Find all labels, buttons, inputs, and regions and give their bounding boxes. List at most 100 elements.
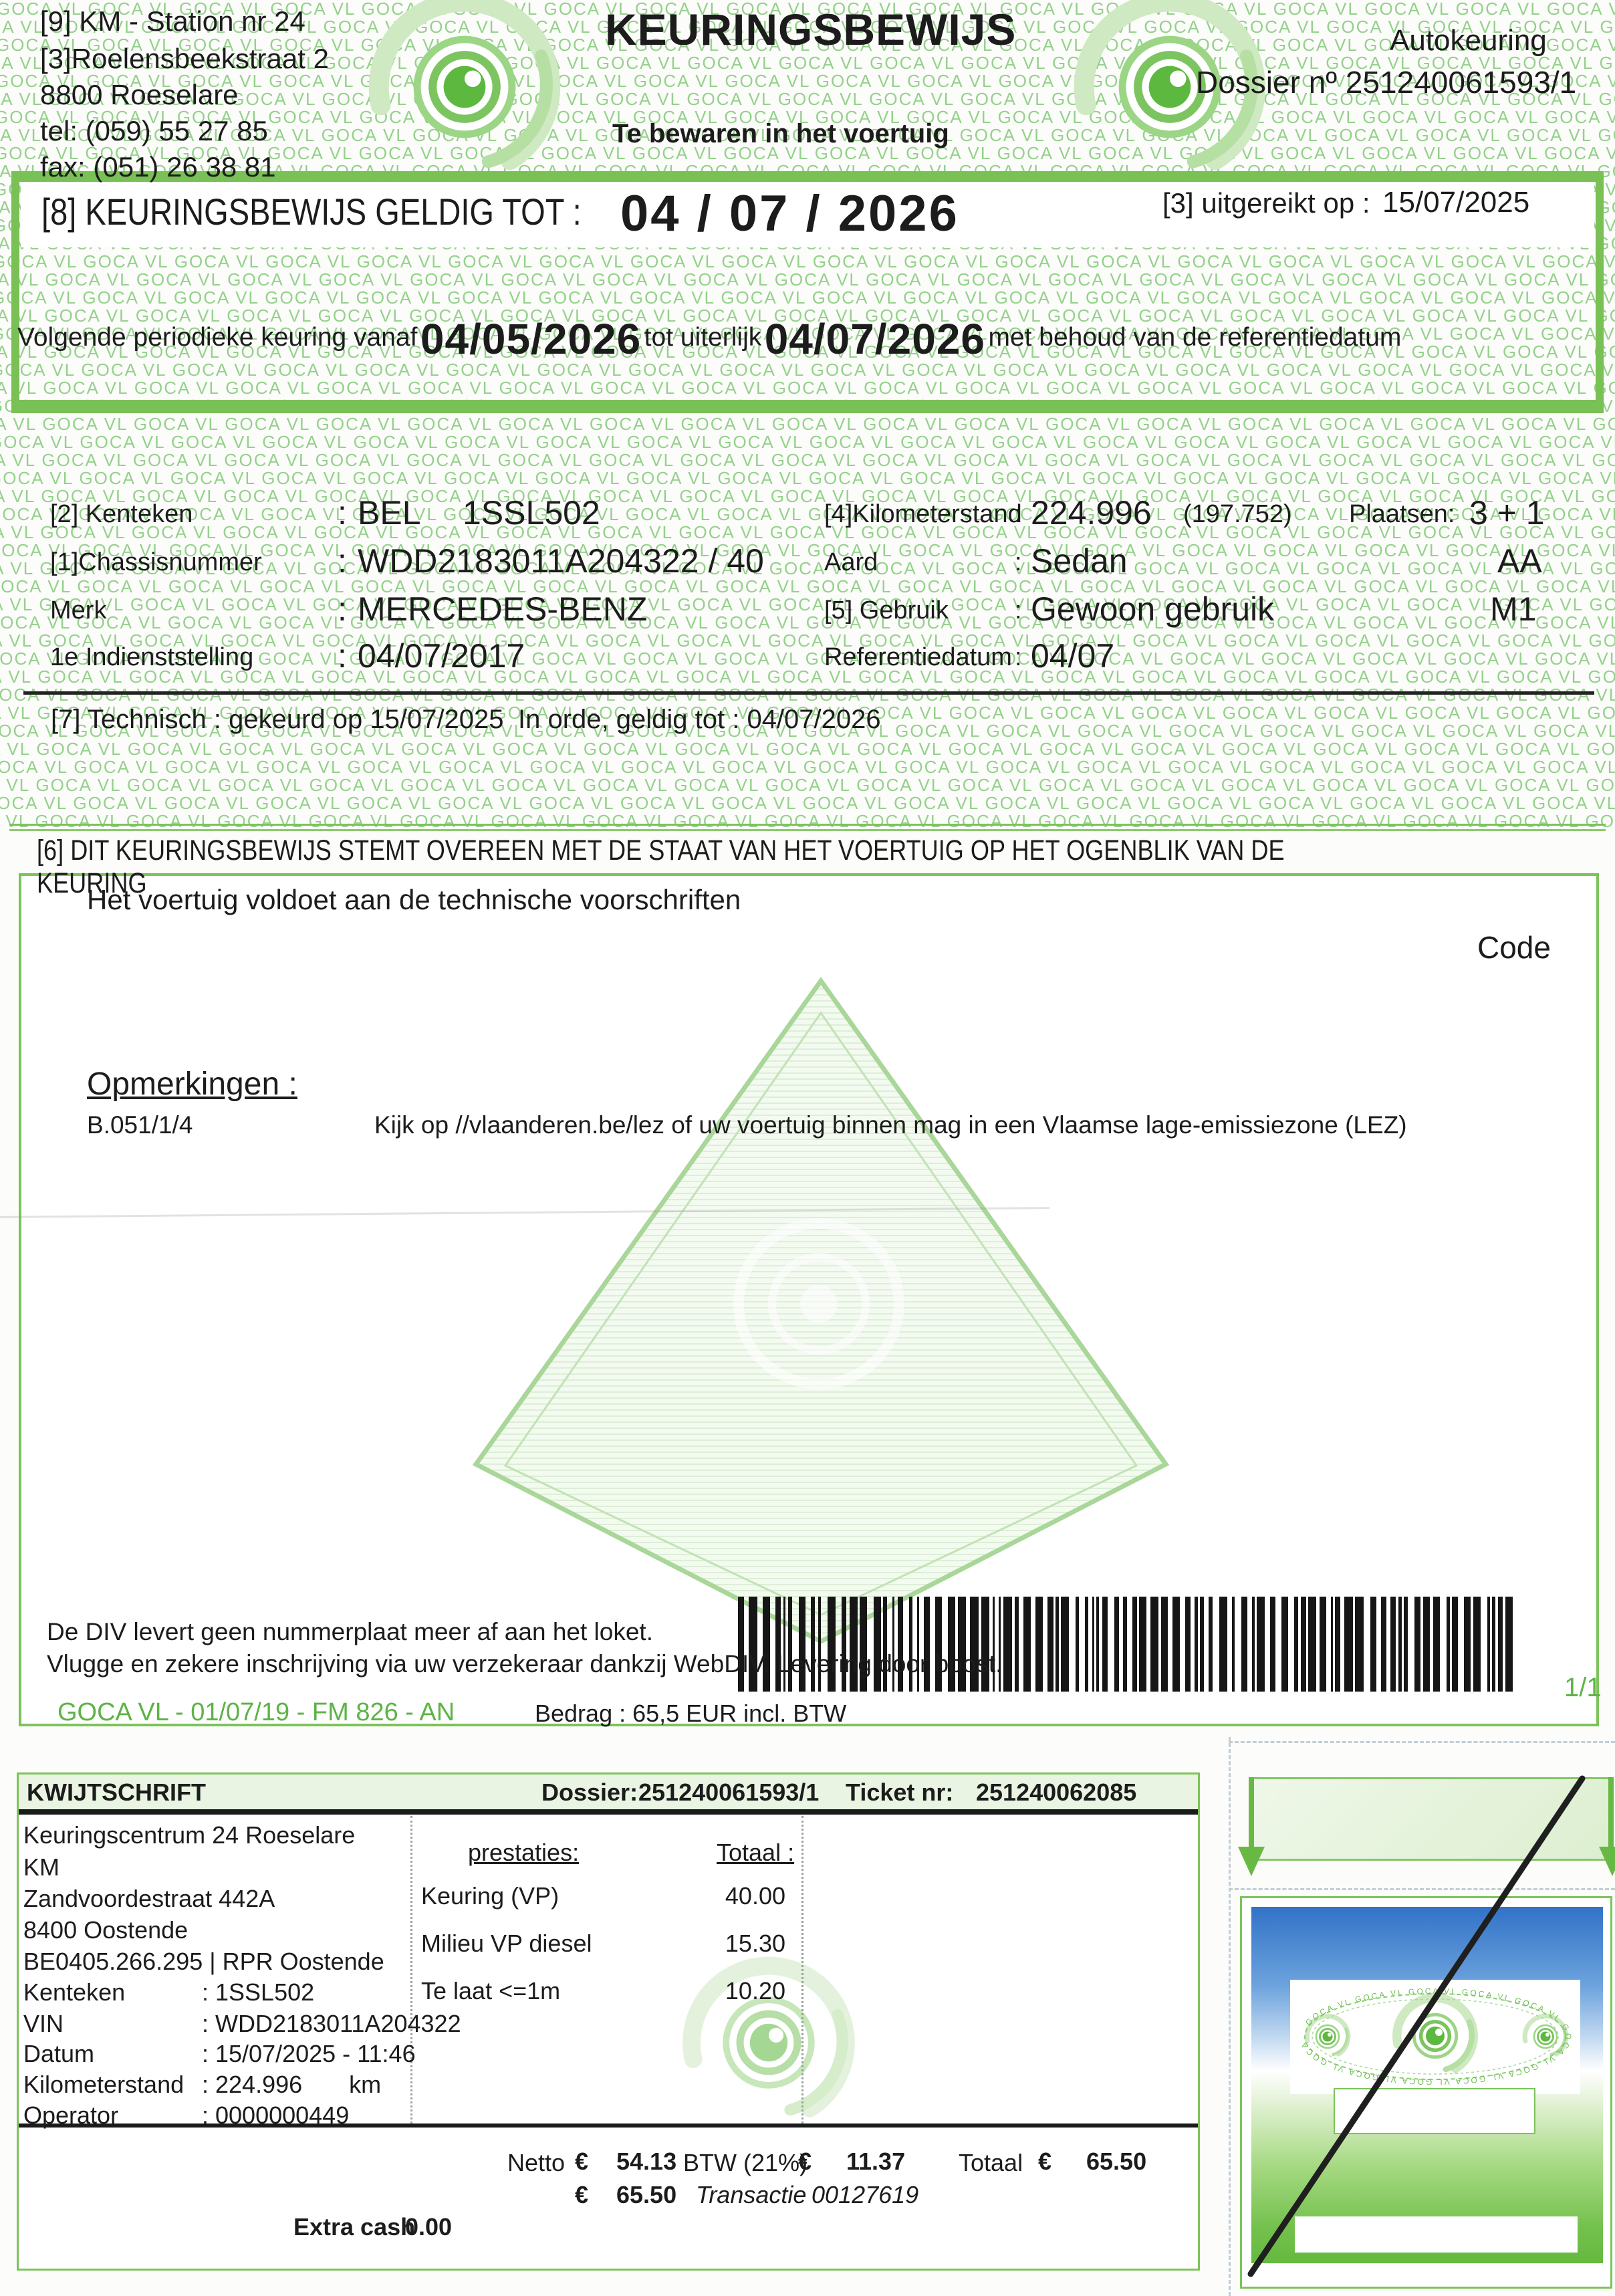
next-inspection-suffix: met behoud van de referentiedatum bbox=[988, 323, 1402, 352]
referentiedatum-label: Referentiedatum bbox=[824, 643, 1012, 671]
referentiedatum-value: 04/07 bbox=[1031, 637, 1115, 675]
remarks-code: B.051/1/4 bbox=[87, 1111, 193, 1139]
km-previous: (197.752) bbox=[1183, 500, 1292, 528]
receipt-city: 8400 Oostende bbox=[23, 1916, 189, 1944]
goca-eye-logo-left bbox=[361, 0, 568, 187]
kenteken-country: BEL bbox=[358, 494, 421, 532]
km-label: [4]Kilometerstand bbox=[824, 500, 1022, 528]
btw-amount: 11.37 bbox=[846, 2148, 906, 2175]
perforation-vertical bbox=[1229, 1737, 1231, 2296]
statement-separator-1 bbox=[9, 824, 1606, 826]
gebruik-value: Gewoon gebruik bbox=[1031, 590, 1275, 628]
receipt-vin-value: : WDD2183011A204322 bbox=[202, 2010, 461, 2037]
kenteken-colon: : bbox=[338, 494, 347, 532]
transactie-label: Transactie bbox=[696, 2181, 807, 2208]
sticker-field-plain bbox=[1295, 2216, 1578, 2253]
receipt-datum-label: Datum bbox=[23, 2040, 95, 2067]
conform-statement: Het voertuig voldoet aan de technische v… bbox=[87, 884, 741, 915]
service-row-name: Te laat <=1m bbox=[421, 1977, 561, 2004]
station-street: [3]Roelensbeekstraat 2 bbox=[40, 43, 329, 74]
valid-until-label: [8] KEURINGSBEWIJS GELDIG TOT : bbox=[41, 190, 685, 233]
totaal-label: Totaal bbox=[959, 2149, 1023, 2176]
gebruik-label: [5] Gebruik bbox=[824, 596, 949, 624]
receipt-dossier-label: Dossier: bbox=[541, 1778, 638, 1806]
dossier-barcode bbox=[738, 1597, 1537, 1692]
chassis-colon: : bbox=[338, 542, 347, 580]
receipt-kenteken-label: Kenteken bbox=[23, 1978, 126, 2006]
kenteken-plate: 1SSL502 bbox=[463, 494, 600, 532]
stub-arrow-right-head bbox=[1599, 1847, 1615, 1876]
stub-arrow-right-shaft bbox=[1608, 1777, 1614, 1848]
aard-value: Sedan bbox=[1031, 542, 1128, 580]
valid-until-box bbox=[11, 171, 1604, 413]
netto-label: Netto bbox=[507, 2149, 566, 2176]
services-header: prestaties: bbox=[468, 1839, 580, 1866]
document-title: KEURINGSBEWIJS bbox=[605, 5, 1017, 54]
totaal-amount: 65.50 bbox=[1086, 2148, 1147, 2175]
receipt-column-divider-right bbox=[801, 1816, 803, 2123]
next-inspection-line: Volgende periodieke keuring vanaf 04/05/… bbox=[17, 314, 1588, 364]
issued-on-date: 15/07/2025 bbox=[1382, 186, 1530, 219]
extra-cash-label: Extra cash bbox=[293, 2213, 416, 2241]
statement-text: [6] DIT KEURINGSBEWIJS STEMT OVEREEN MET… bbox=[37, 834, 1285, 899]
inspection-type: Autokeuring bbox=[1390, 24, 1547, 57]
receipt-title: KWIJTSCHRIFT bbox=[27, 1778, 206, 1806]
station-city: 8800 Roeselare bbox=[40, 79, 239, 110]
btw-label: BTW (21%) bbox=[683, 2149, 808, 2176]
stub-arrow-left-head bbox=[1238, 1847, 1265, 1876]
kenteken-label: [2] Kenteken bbox=[50, 500, 193, 528]
plaatsen-label: Plaatsen: bbox=[1349, 500, 1455, 528]
service-row-amount: 40.00 bbox=[725, 1882, 785, 1910]
service-row-amount: 10.20 bbox=[725, 1977, 785, 2004]
station-block: [9] KM - Station nr 24 [3]Roelensbeekstr… bbox=[40, 5, 329, 183]
issued-on-label: [3] uitgereikt op : bbox=[1162, 187, 1370, 219]
perforation-horizontal-mid bbox=[1229, 1888, 1615, 1890]
receipt-column-divider-left bbox=[410, 1816, 412, 2123]
next-inspection-to-date: 04/07/2026 bbox=[764, 315, 985, 363]
sticker-overlay: GOCA VL GOCA VL GOCA VL GOCA VL GOCA VL … bbox=[1229, 1737, 1586, 2277]
form-reference: GOCA VL - 01/07/19 - FM 826 - AN bbox=[57, 1698, 455, 1726]
first-use-date: 04/07/2017 bbox=[358, 637, 525, 675]
station-tel: tel: (059) 55 27 85 bbox=[40, 115, 268, 146]
dossier-number: Dossier nº 251240061593/1 bbox=[1196, 65, 1577, 100]
receipt-operator-value: : 0000000449 bbox=[202, 2101, 350, 2129]
receipt-km-value: : 224.996 km bbox=[202, 2071, 382, 2098]
paid-amount: 65.50 bbox=[616, 2181, 677, 2208]
km-colon: : bbox=[1015, 500, 1022, 528]
next-inspection-mid: tot uiterlijk bbox=[644, 323, 762, 352]
gebruik-colon: : bbox=[1015, 596, 1022, 624]
totaal-euro-sign: € bbox=[1038, 2148, 1052, 2175]
technical-result: In orde, geldig tot : 04/07/2026 bbox=[518, 705, 881, 734]
extra-cash-amount: 0.00 bbox=[405, 2213, 453, 2241]
receipt-company-id: BE0405.266.295 | RPR Oostende bbox=[23, 1948, 384, 1975]
receipt-operator-label: Operator bbox=[23, 2101, 119, 2129]
receipt-center-abbr: KM bbox=[23, 1853, 59, 1881]
technical-inspected: [7] Technisch : gekeurd op 15/07/2025 bbox=[51, 705, 504, 734]
gebruik-code: M1 bbox=[1490, 590, 1537, 628]
receipt-dossier-number: 251240061593/1 bbox=[638, 1778, 820, 1806]
remarks-title: Opmerkingen : bbox=[87, 1066, 297, 1102]
stub-arrow-left-shaft bbox=[1249, 1777, 1254, 1848]
valid-until-date: 04 / 07 / 2026 bbox=[620, 185, 959, 242]
totals-divider bbox=[19, 2123, 1198, 2128]
services-total-header: Totaal : bbox=[717, 1839, 795, 1866]
plaatsen-value: 3 + 1 bbox=[1469, 494, 1545, 532]
amount-note: Bedrag : 65,5 EUR incl. BTW bbox=[535, 1700, 847, 1727]
receipt-ticket-label: Ticket nr: bbox=[846, 1778, 954, 1806]
aard-colon: : bbox=[1015, 548, 1022, 576]
receipt-header-band bbox=[19, 1774, 1198, 1809]
receipt-street: Zandvoordestraat 442A bbox=[23, 1885, 275, 1912]
div-note-2: Vlugge en zekere inschrijving via uw ver… bbox=[47, 1650, 1003, 1678]
merk-label: Merk bbox=[50, 596, 107, 624]
chassis-number: WDD2183011A204322 / 40 bbox=[358, 542, 764, 580]
aard-code: AA bbox=[1497, 542, 1542, 580]
netto-euro-sign: € bbox=[575, 2148, 589, 2175]
receipt-kenteken-value: : 1SSL502 bbox=[202, 1978, 315, 2006]
first-use-colon: : bbox=[338, 637, 347, 675]
chassis-label: [1]Chassisnummer bbox=[50, 548, 262, 576]
service-row-amount: 15.30 bbox=[725, 1930, 785, 1957]
km-value: 224.996 bbox=[1031, 494, 1152, 532]
next-inspection-from-date: 04/05/2026 bbox=[420, 315, 642, 363]
next-inspection-prefix: Volgende periodieke keuring vanaf bbox=[17, 323, 418, 352]
